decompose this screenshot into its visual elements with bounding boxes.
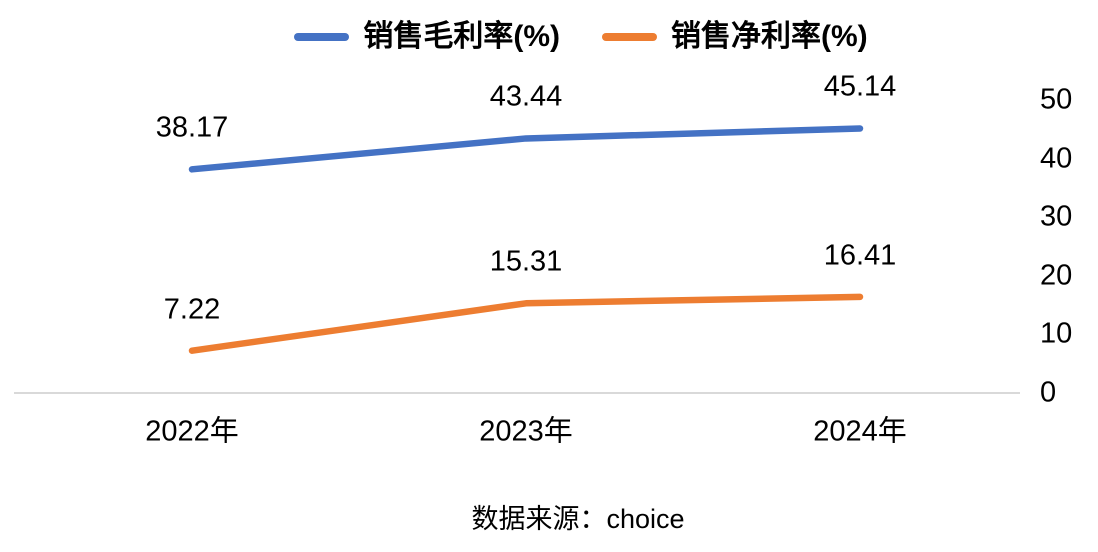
y-axis-tick-label: 0 <box>1040 376 1057 409</box>
legend: 销售毛利率(%) 销售净利率(%) <box>0 14 1098 60</box>
legend-line-swatch-net-margin <box>602 33 657 41</box>
series-line-net-margin <box>188 293 864 354</box>
legend-item-gross-margin: 销售毛利率(%) <box>294 22 560 52</box>
legend-label-net-margin: 销售净利率(%) <box>671 20 868 53</box>
y-axis-tick-label: 40 <box>1040 142 1073 175</box>
data-label: 16.41 <box>823 239 897 272</box>
source-note: 数据来源：choice <box>471 504 685 534</box>
data-label: 7.22 <box>163 293 221 326</box>
data-label: 45.14 <box>823 70 897 103</box>
series-line-gross-margin <box>188 125 864 173</box>
data-label: 43.44 <box>489 80 563 113</box>
legend-label-gross-margin: 销售毛利率(%) <box>363 20 560 53</box>
data-label: 15.31 <box>489 245 563 278</box>
x-axis-label: 2023年 <box>479 415 573 448</box>
legend-item-net-margin: 销售净利率(%) <box>602 22 868 52</box>
data-label: 38.17 <box>155 111 229 144</box>
x-axis-label: 2022年 <box>145 415 239 448</box>
y-axis-tick-label: 20 <box>1040 259 1073 292</box>
y-axis-tick-label: 30 <box>1040 200 1073 233</box>
y-axis-tick-label: 50 <box>1040 83 1073 116</box>
x-axis-label: 2024年 <box>813 415 907 448</box>
legend-line-swatch-gross-margin <box>294 33 350 41</box>
y-axis-tick-label: 10 <box>1040 317 1073 350</box>
